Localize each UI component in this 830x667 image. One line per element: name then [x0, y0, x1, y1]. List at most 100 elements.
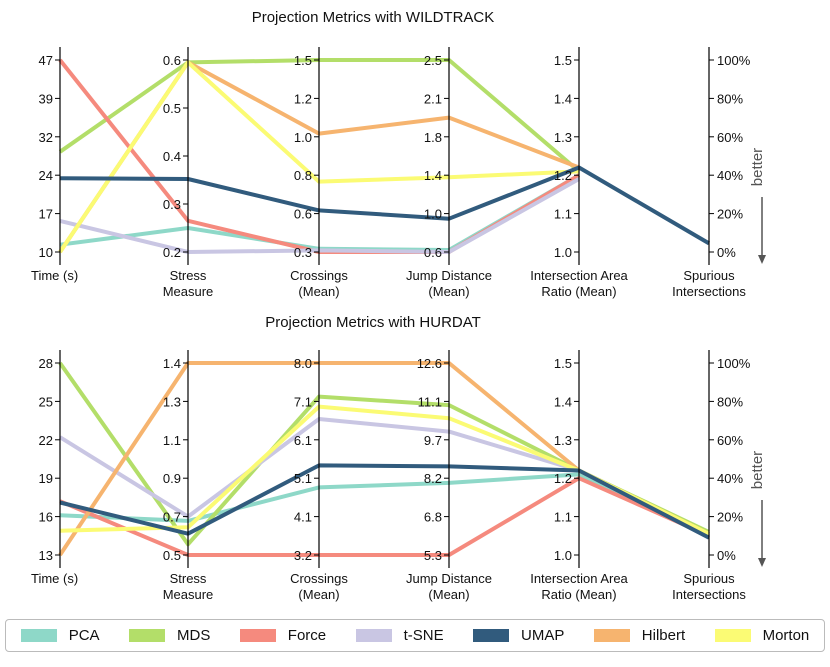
- tick-label: 1.8: [424, 130, 442, 145]
- tick-label: 1.0: [554, 548, 572, 563]
- tick-label: 3.2: [294, 548, 312, 563]
- tick-label: 0.8: [294, 168, 312, 183]
- tick-label: 5.1: [294, 471, 312, 486]
- tick-label: 10: [39, 245, 53, 260]
- tick-label: 2.5: [424, 53, 442, 68]
- legend-label: t-SNE: [403, 627, 444, 644]
- tick-label: 60%: [717, 130, 743, 145]
- tick-label: 40%: [717, 168, 743, 183]
- legend-item-t-sne: t-SNE: [355, 627, 444, 644]
- legend-label: MDS: [177, 627, 211, 644]
- better-arrow-head: [758, 558, 766, 567]
- tick-label: 0.6: [294, 207, 312, 222]
- tick-label: 1.3: [554, 433, 572, 448]
- tick-label: 1.5: [294, 53, 312, 68]
- tick-label: 12.6: [417, 356, 442, 371]
- chart-panel-1: Projection Metrics with WILDTRACK 47 39 32 2…: [31, 9, 766, 299]
- tick-label: 0.6: [424, 245, 442, 260]
- legend: PCA MDS Force t-SNE UMAP Hilbert Morton: [5, 619, 825, 652]
- legend-swatch: [473, 629, 510, 642]
- axis-label: (Mean): [428, 587, 469, 602]
- tick-label: 0.6: [163, 53, 181, 68]
- axis-label: Intersections: [672, 587, 746, 602]
- tick-label: 1.3: [554, 130, 572, 145]
- legend-label: Force: [287, 627, 327, 644]
- axis-label: Jump Distance: [406, 571, 492, 586]
- axis-label: Spurious: [683, 571, 735, 586]
- tick-label: 6.8: [424, 510, 442, 525]
- tick-label: 8.0: [294, 356, 312, 371]
- series-line-umap: [59, 165, 711, 246]
- axis-label: Measure: [163, 587, 214, 602]
- tick-label: 1.1: [163, 433, 181, 448]
- tick-label: 39: [39, 91, 53, 106]
- tick-label: 1.3: [163, 394, 181, 409]
- better-arrow-head: [758, 255, 766, 264]
- tick-label: 100%: [717, 53, 751, 68]
- series-line-force: [59, 476, 710, 557]
- tick-label: 6.1: [294, 433, 312, 448]
- axis-label: Crossings: [290, 268, 348, 283]
- chart-title: Projection Metrics with WILDTRACK: [252, 9, 495, 26]
- tick-label: 1.1: [554, 207, 572, 222]
- chart-panel-2: Projection Metrics with HURDAT 28 25 22 19 16…: [31, 314, 766, 602]
- tick-label: 0.9: [163, 471, 181, 486]
- tick-label: 0.7: [163, 510, 181, 525]
- tick-label: 0.3: [163, 197, 181, 212]
- tick-label: 80%: [717, 394, 743, 409]
- tick-label: 1.0: [554, 245, 572, 260]
- legend-label: Hilbert: [641, 627, 686, 644]
- legend-label: Morton: [762, 627, 810, 644]
- axis-label: Crossings: [290, 571, 348, 586]
- axis-label: Time (s): [31, 571, 78, 586]
- legend-label: UMAP: [521, 627, 565, 644]
- tick-label: 0.4: [163, 149, 181, 164]
- legend-item-hilbert: Hilbert: [593, 627, 686, 644]
- legend-swatch: [355, 629, 392, 642]
- legend-label: PCA: [68, 627, 100, 644]
- tick-label: 80%: [717, 91, 743, 106]
- axis-label: Stress: [170, 268, 207, 283]
- tick-label: 0.5: [163, 101, 181, 116]
- tick-label: 100%: [717, 356, 751, 371]
- axis-label: Intersection Area: [530, 571, 628, 586]
- legend-item-force: Force: [239, 627, 327, 644]
- tick-label: 1.2: [554, 168, 572, 183]
- axis-label: Stress: [170, 571, 207, 586]
- legend-item-pca: PCA: [20, 627, 100, 644]
- axis-label: (Mean): [298, 587, 339, 602]
- tick-label: 24: [39, 168, 53, 183]
- tick-label: 0%: [717, 245, 736, 260]
- legend-item-mds: MDS: [129, 627, 210, 644]
- tick-label: 8.2: [424, 471, 442, 486]
- axis-label: Intersection Area: [530, 268, 628, 283]
- tick-label: 13: [39, 548, 53, 563]
- series-line-mds: [58, 361, 710, 547]
- tick-label: 4.1: [294, 510, 312, 525]
- axis-label: Spurious: [683, 268, 735, 283]
- tick-label: 7.1: [294, 394, 312, 409]
- legend-item-umap: UMAP: [473, 627, 564, 644]
- tick-label: 1.2: [554, 471, 572, 486]
- legend-swatch: [129, 629, 165, 642]
- tick-label: 16: [39, 510, 53, 525]
- tick-label: 0.5: [163, 548, 181, 563]
- legend-swatch: [714, 629, 751, 642]
- tick-label: 1.1: [554, 510, 572, 525]
- axis-label: Ratio (Mean): [541, 587, 616, 602]
- better-label: better: [749, 148, 766, 186]
- tick-label: 40%: [717, 471, 743, 486]
- tick-label: 1.4: [554, 91, 572, 106]
- axis-label: (Mean): [298, 284, 339, 299]
- tick-label: 1.4: [424, 168, 442, 183]
- chart-title: Projection Metrics with HURDAT: [265, 314, 481, 331]
- tick-label: 5.3: [424, 548, 442, 563]
- better-label: better: [749, 451, 766, 489]
- series-line-pca: [59, 472, 710, 536]
- tick-label: 2.1: [424, 91, 442, 106]
- axis-label: Intersections: [672, 284, 746, 299]
- tick-label: 28: [39, 356, 53, 371]
- tick-label: 9.7: [424, 433, 442, 448]
- tick-label: 19: [39, 471, 53, 486]
